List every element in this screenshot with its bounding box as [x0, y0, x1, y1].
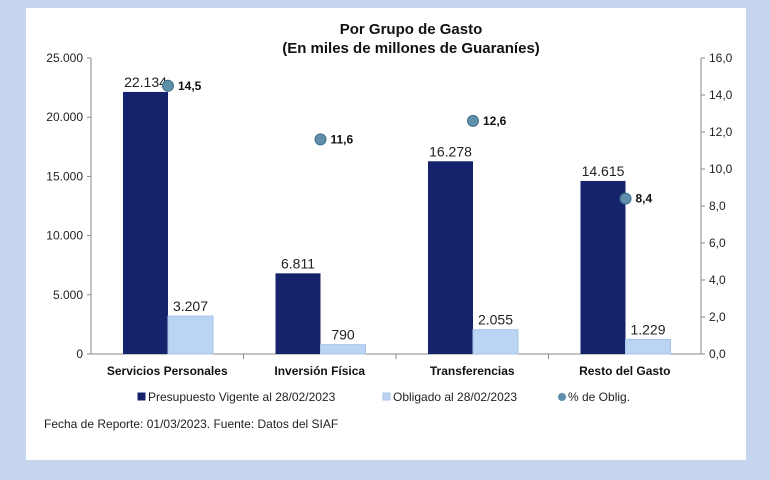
- bar-label-presupuesto: 14.615: [582, 163, 625, 179]
- bar-obligado: [625, 338, 671, 355]
- bar-obligado: [167, 315, 214, 355]
- percent-label: 12,6: [483, 114, 507, 128]
- axes: 0 5.000 10.000 15.000 20.000 25.000 0,0 2,0 4,0 6…: [46, 51, 732, 378]
- y2-tick-label: 16,0: [709, 51, 733, 65]
- bar-label-obligado: 3.207: [173, 298, 208, 314]
- category-label: Resto del Gasto: [579, 364, 670, 378]
- legend: Presupuesto Vigente al 28/02/2023 Obligad…: [137, 390, 630, 404]
- legend-swatch: [382, 392, 391, 401]
- percent-marker: [467, 114, 479, 127]
- percent-marker: [162, 79, 174, 92]
- bar-label-obligado: 2.055: [478, 312, 513, 328]
- percent-marker: [619, 192, 632, 205]
- legend-label: % de Oblig.: [568, 390, 630, 404]
- y-tick-label: 20.000: [46, 110, 83, 124]
- bar-presupuesto: [428, 161, 473, 354]
- bar-obligado: [472, 329, 519, 355]
- chart-title: Por Grupo de Gasto: [340, 21, 483, 38]
- chart-marks: 22.134 3.207 14,5 6.811 790 11,6 16.278 2.055 12…: [123, 74, 671, 355]
- y-tick-label: 10.000: [46, 229, 83, 243]
- percent-label: 14,5: [178, 79, 202, 93]
- y2-tick-label: 2,0: [709, 310, 726, 324]
- y2-tick-label: 12,0: [709, 125, 733, 139]
- y-tick-label: 15.000: [46, 169, 83, 183]
- bar-label-presupuesto: 16.278: [429, 143, 472, 159]
- legend-label: Obligado al 28/02/2023: [393, 390, 517, 404]
- category-label: Inversión Física: [274, 364, 365, 378]
- y-tick-label: 5.000: [53, 288, 83, 302]
- y2-tick-label: 4,0: [709, 273, 726, 287]
- bar-label-obligado: 790: [331, 327, 355, 343]
- y-tick-label: 25.000: [46, 51, 83, 65]
- bar-label-presupuesto: 22.134: [124, 74, 167, 90]
- bar-presupuesto: [123, 91, 168, 354]
- y2-tick-label: 14,0: [709, 88, 733, 102]
- bar-label-obligado: 1.229: [630, 321, 665, 337]
- chart-subtitle: (En miles de millones de Guaraníes): [282, 40, 540, 57]
- y-tick-label: 0: [76, 347, 83, 361]
- percent-label: 11,6: [331, 132, 354, 146]
- source-note: Fecha de Reporte: 01/03/2023. Fuente: Da…: [44, 417, 339, 431]
- bar-label-presupuesto: 6.811: [281, 255, 315, 271]
- category-label: Servicios Personales: [107, 364, 228, 378]
- y2-tick-label: 10,0: [709, 162, 733, 176]
- chart-panel: Por Grupo de Gasto (En miles de millones…: [26, 8, 746, 460]
- percent-label: 8,4: [636, 192, 653, 206]
- bar-presupuesto: [275, 273, 321, 354]
- y2-tick-label: 6,0: [709, 236, 726, 250]
- legend-swatch: [137, 392, 146, 401]
- bar-obligado: [320, 344, 366, 355]
- y2-tick-label: 0,0: [709, 347, 726, 361]
- percent-marker: [314, 133, 327, 146]
- legend-swatch: [558, 393, 566, 401]
- chart: Por Grupo de Gasto (En miles de millones…: [46, 21, 732, 404]
- legend-label: Presupuesto Vigente al 28/02/2023: [148, 390, 336, 404]
- bar-presupuesto: [580, 180, 626, 354]
- y2-tick-label: 8,0: [709, 199, 726, 213]
- category-label: Transferencias: [430, 364, 515, 378]
